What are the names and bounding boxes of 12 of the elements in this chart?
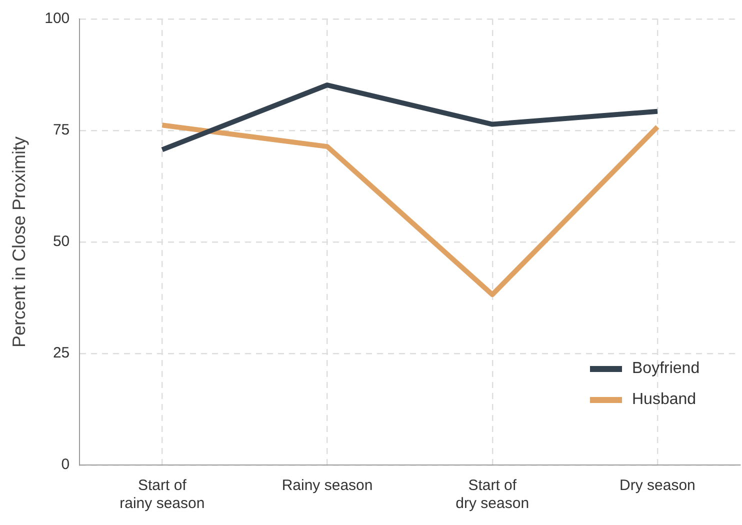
x-tick-label: Start of rainy season bbox=[120, 477, 205, 512]
y-tick-label: 50 bbox=[52, 233, 70, 250]
x-tick-label: Rainy season bbox=[282, 477, 373, 494]
y-tick-label: 0 bbox=[61, 456, 70, 474]
y-tick-label: 100 bbox=[44, 10, 70, 28]
y-axis-title: Percent in Close Proximity bbox=[8, 136, 29, 348]
legend-label: Boyfriend bbox=[632, 360, 700, 378]
x-tick-label: Start of dry season bbox=[456, 477, 530, 512]
legend-label: Husband bbox=[632, 390, 696, 408]
y-tick-label: 25 bbox=[52, 344, 70, 362]
y-tick-label: 75 bbox=[52, 122, 70, 139]
x-tick-label: Dry season bbox=[620, 477, 696, 494]
